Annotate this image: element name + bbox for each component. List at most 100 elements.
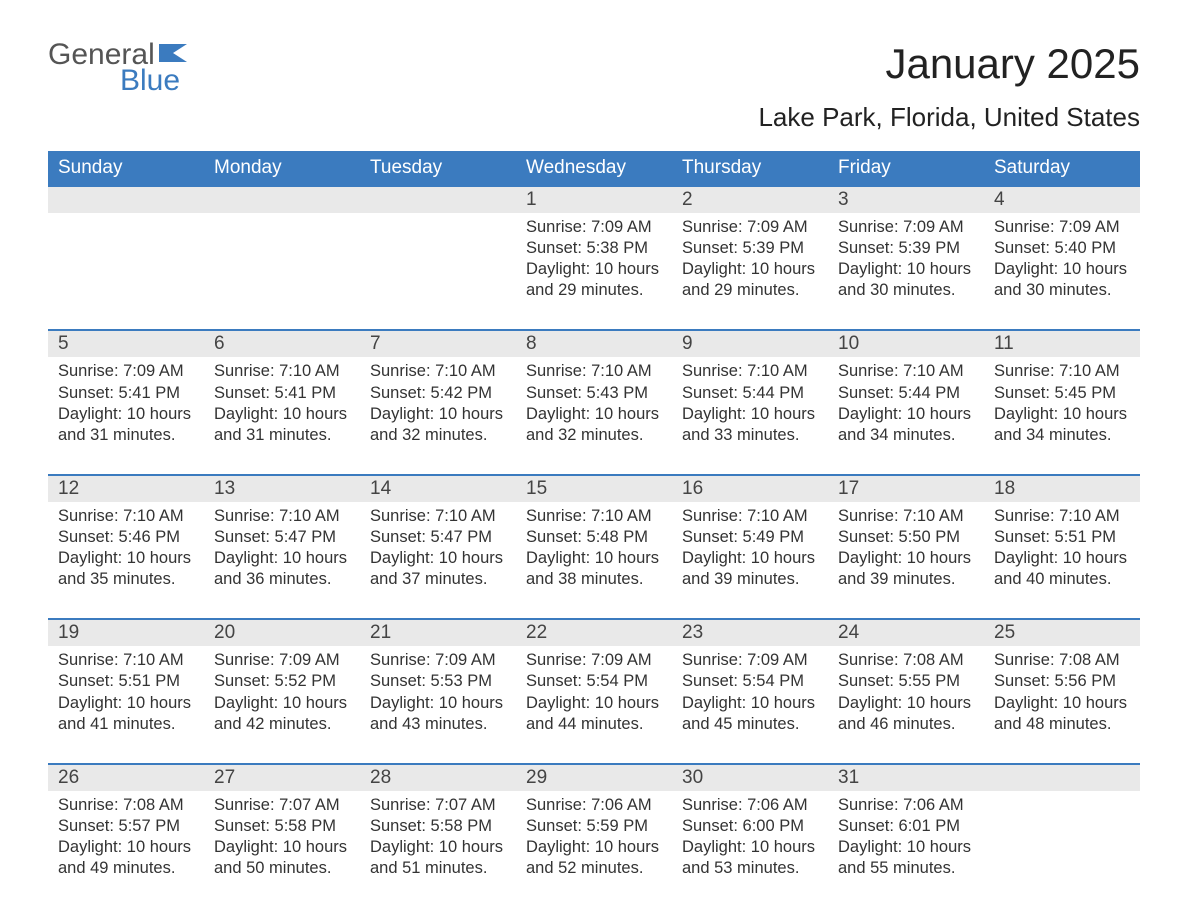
sunrise-line: Sunrise: 7:06 AM: [682, 795, 818, 816]
calendar-day-cell: 14Sunrise: 7:10 AMSunset: 5:47 PMDayligh…: [360, 476, 516, 618]
sunrise-line: Sunrise: 7:08 AM: [994, 650, 1130, 671]
daylight-line-2: and 36 minutes.: [214, 569, 350, 590]
day-number: 4: [984, 187, 1140, 213]
daylight-line-1: Daylight: 10 hours: [838, 404, 974, 425]
day-details: Sunrise: 7:10 AMSunset: 5:43 PMDaylight:…: [516, 357, 672, 445]
day-number: 14: [360, 476, 516, 502]
sunset-line: Sunset: 5:58 PM: [214, 816, 350, 837]
sunrise-line: Sunrise: 7:08 AM: [838, 650, 974, 671]
day-details: Sunrise: 7:08 AMSunset: 5:56 PMDaylight:…: [984, 646, 1140, 734]
day-number: 29: [516, 765, 672, 791]
sunrise-line: Sunrise: 7:09 AM: [526, 650, 662, 671]
sunrise-line: Sunrise: 7:09 AM: [994, 217, 1130, 238]
daylight-line-1: Daylight: 10 hours: [994, 404, 1130, 425]
day-details: Sunrise: 7:10 AMSunset: 5:44 PMDaylight:…: [828, 357, 984, 445]
sunset-line: Sunset: 5:41 PM: [214, 383, 350, 404]
calendar-day-cell: 17Sunrise: 7:10 AMSunset: 5:50 PMDayligh…: [828, 476, 984, 618]
sunset-line: Sunset: 5:45 PM: [994, 383, 1130, 404]
day-number: 6: [204, 331, 360, 357]
sunrise-line: Sunrise: 7:10 AM: [526, 506, 662, 527]
day-number: 17: [828, 476, 984, 502]
sunrise-line: Sunrise: 7:07 AM: [214, 795, 350, 816]
calendar-day-cell: 7Sunrise: 7:10 AMSunset: 5:42 PMDaylight…: [360, 331, 516, 473]
calendar-day-cell: 9Sunrise: 7:10 AMSunset: 5:44 PMDaylight…: [672, 331, 828, 473]
day-number: 1: [516, 187, 672, 213]
day-number: 19: [48, 620, 204, 646]
calendar-day-cell: 8Sunrise: 7:10 AMSunset: 5:43 PMDaylight…: [516, 331, 672, 473]
calendar-day-cell: 21Sunrise: 7:09 AMSunset: 5:53 PMDayligh…: [360, 620, 516, 762]
day-number: 26: [48, 765, 204, 791]
day-details: Sunrise: 7:10 AMSunset: 5:50 PMDaylight:…: [828, 502, 984, 590]
daylight-line-2: and 55 minutes.: [838, 858, 974, 879]
calendar-day-cell: 5Sunrise: 7:09 AMSunset: 5:41 PMDaylight…: [48, 331, 204, 473]
page-title: January 2025: [758, 40, 1140, 88]
sunrise-line: Sunrise: 7:10 AM: [682, 361, 818, 382]
day-number: 16: [672, 476, 828, 502]
sunrise-line: Sunrise: 7:08 AM: [58, 795, 194, 816]
day-number: 25: [984, 620, 1140, 646]
calendar-week-row: 19Sunrise: 7:10 AMSunset: 5:51 PMDayligh…: [48, 618, 1140, 762]
day-details: Sunrise: 7:08 AMSunset: 5:55 PMDaylight:…: [828, 646, 984, 734]
logo-text-blue: Blue: [120, 66, 193, 96]
day-details: Sunrise: 7:10 AMSunset: 5:47 PMDaylight:…: [204, 502, 360, 590]
daylight-line-2: and 29 minutes.: [526, 280, 662, 301]
day-details: Sunrise: 7:09 AMSunset: 5:40 PMDaylight:…: [984, 213, 1140, 301]
day-details: Sunrise: 7:09 AMSunset: 5:52 PMDaylight:…: [204, 646, 360, 734]
day-number: 3: [828, 187, 984, 213]
day-number: 27: [204, 765, 360, 791]
daylight-line-2: and 39 minutes.: [682, 569, 818, 590]
sunrise-line: Sunrise: 7:10 AM: [994, 506, 1130, 527]
daylight-line-2: and 48 minutes.: [994, 714, 1130, 735]
calendar-day-cell: 22Sunrise: 7:09 AMSunset: 5:54 PMDayligh…: [516, 620, 672, 762]
calendar-day-cell: 18Sunrise: 7:10 AMSunset: 5:51 PMDayligh…: [984, 476, 1140, 618]
calendar-day-cell: 31Sunrise: 7:06 AMSunset: 6:01 PMDayligh…: [828, 765, 984, 907]
daylight-line-2: and 42 minutes.: [214, 714, 350, 735]
day-details: Sunrise: 7:10 AMSunset: 5:51 PMDaylight:…: [984, 502, 1140, 590]
day-number: 10: [828, 331, 984, 357]
daylight-line-1: Daylight: 10 hours: [526, 404, 662, 425]
daylight-line-2: and 34 minutes.: [838, 425, 974, 446]
daylight-line-1: Daylight: 10 hours: [994, 548, 1130, 569]
calendar: SundayMondayTuesdayWednesdayThursdayFrid…: [48, 151, 1140, 907]
calendar-day-cell: 12Sunrise: 7:10 AMSunset: 5:46 PMDayligh…: [48, 476, 204, 618]
daylight-line-1: Daylight: 10 hours: [58, 693, 194, 714]
day-number: 21: [360, 620, 516, 646]
day-details: Sunrise: 7:10 AMSunset: 5:51 PMDaylight:…: [48, 646, 204, 734]
weekday-header: Friday: [828, 151, 984, 185]
daylight-line-1: Daylight: 10 hours: [526, 259, 662, 280]
sunset-line: Sunset: 5:44 PM: [682, 383, 818, 404]
daylight-line-1: Daylight: 10 hours: [838, 837, 974, 858]
day-details: Sunrise: 7:10 AMSunset: 5:48 PMDaylight:…: [516, 502, 672, 590]
sunset-line: Sunset: 5:39 PM: [838, 238, 974, 259]
daylight-line-1: Daylight: 10 hours: [526, 548, 662, 569]
day-details: Sunrise: 7:09 AMSunset: 5:39 PMDaylight:…: [672, 213, 828, 301]
daylight-line-2: and 34 minutes.: [994, 425, 1130, 446]
daylight-line-2: and 38 minutes.: [526, 569, 662, 590]
daylight-line-1: Daylight: 10 hours: [526, 693, 662, 714]
sunrise-line: Sunrise: 7:10 AM: [370, 506, 506, 527]
day-number: [360, 187, 516, 213]
daylight-line-2: and 41 minutes.: [58, 714, 194, 735]
day-number: 31: [828, 765, 984, 791]
daylight-line-1: Daylight: 10 hours: [994, 693, 1130, 714]
day-details: Sunrise: 7:10 AMSunset: 5:49 PMDaylight:…: [672, 502, 828, 590]
sunset-line: Sunset: 5:44 PM: [838, 383, 974, 404]
sunset-line: Sunset: 5:53 PM: [370, 671, 506, 692]
daylight-line-1: Daylight: 10 hours: [58, 404, 194, 425]
weekday-header: Sunday: [48, 151, 204, 185]
calendar-day-cell: 16Sunrise: 7:10 AMSunset: 5:49 PMDayligh…: [672, 476, 828, 618]
day-number: 11: [984, 331, 1140, 357]
daylight-line-2: and 31 minutes.: [214, 425, 350, 446]
sunset-line: Sunset: 5:47 PM: [214, 527, 350, 548]
daylight-line-1: Daylight: 10 hours: [58, 837, 194, 858]
calendar-day-cell: 24Sunrise: 7:08 AMSunset: 5:55 PMDayligh…: [828, 620, 984, 762]
day-number: 15: [516, 476, 672, 502]
sunrise-line: Sunrise: 7:10 AM: [526, 361, 662, 382]
day-number: 7: [360, 331, 516, 357]
weekday-header-row: SundayMondayTuesdayWednesdayThursdayFrid…: [48, 151, 1140, 185]
sunset-line: Sunset: 5:58 PM: [370, 816, 506, 837]
daylight-line-1: Daylight: 10 hours: [682, 259, 818, 280]
sunset-line: Sunset: 5:55 PM: [838, 671, 974, 692]
day-details: Sunrise: 7:09 AMSunset: 5:41 PMDaylight:…: [48, 357, 204, 445]
daylight-line-2: and 52 minutes.: [526, 858, 662, 879]
